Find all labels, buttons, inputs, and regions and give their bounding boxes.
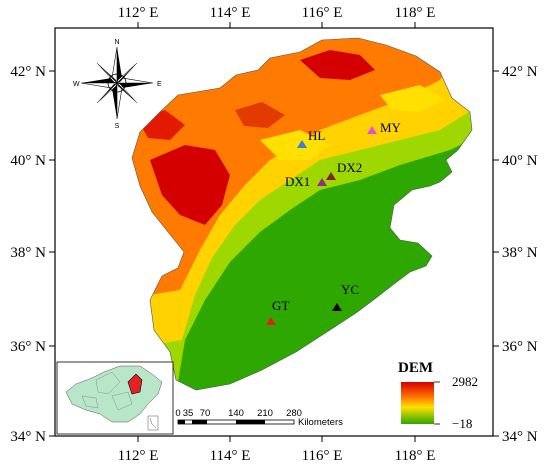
site-label-gt: GT [272, 298, 289, 313]
lat-label-34: 34° N [10, 429, 46, 445]
lat-label-42: 42° N [10, 64, 46, 80]
lon-labels-bottom: 112° E 114° E 116° E 118° E [118, 448, 436, 464]
lon-label-116: 116° E [302, 5, 343, 21]
site-marker-my [367, 126, 377, 134]
lat-label-42-right: 42° N [502, 64, 538, 80]
scale-tick-0: 0 [175, 408, 180, 419]
lat-label-38-right: 38° N [502, 245, 538, 261]
site-marker-dx2 [326, 172, 336, 180]
site-label-yc: YC [341, 282, 359, 297]
compass-s: S [115, 123, 120, 130]
legend-colorbar [401, 382, 434, 424]
lon-label-112-bottom: 112° E [118, 448, 159, 464]
lat-labels-right: 42° N 40° N 38° N 36° N 34° N [502, 64, 538, 445]
inset-study-area [127, 373, 143, 395]
lon-labels-top: 112° E 114° E 116° E 118° E [118, 5, 436, 21]
compass-e: E [157, 81, 162, 88]
site-label-dx1: DX1 [285, 174, 310, 189]
dem-legend: DEM 2982 −18 [398, 360, 478, 431]
region-outline [131, 37, 473, 391]
scale-unit: Kilometers [298, 417, 343, 428]
north-arrow-icon: N S E W [73, 39, 162, 130]
site-markers: HL MY DX1 DX2 GT YC [266, 120, 402, 325]
legend-max-value: 2982 [452, 374, 478, 389]
lat-labels-left: 42° N 40° N 38° N 36° N 34° N [10, 64, 46, 445]
scale-tick-35: 35 [183, 408, 194, 419]
site-marker-dx1 [317, 178, 327, 186]
graticule-ticks [49, 22, 499, 442]
scale-tick-70: 70 [200, 408, 211, 419]
legend-min-value: −18 [452, 416, 472, 431]
lon-label-118: 118° E [395, 5, 436, 21]
site-label-hl: HL [308, 128, 325, 143]
site-label-my: MY [380, 120, 402, 135]
lat-label-36-right: 36° N [502, 339, 538, 355]
lon-label-114-bottom: 114° E [210, 448, 251, 464]
lat-label-40-right: 40° N [502, 153, 538, 169]
scale-tick-210: 210 [257, 408, 273, 419]
lat-label-34-right: 34° N [502, 429, 538, 445]
site-marker-hl [297, 140, 307, 148]
lat-label-40: 40° N [10, 153, 46, 169]
lon-label-116-bottom: 116° E [302, 448, 343, 464]
lat-label-38: 38° N [10, 245, 46, 261]
scale-tick-140: 140 [228, 408, 244, 419]
compass-n: N [114, 39, 119, 46]
site-label-dx2: DX2 [337, 160, 362, 175]
lat-label-36: 36° N [10, 339, 46, 355]
lon-label-118-bottom: 118° E [395, 448, 436, 464]
scale-bar: 0 35 70 140 210 280 Kilometers [175, 408, 343, 428]
site-marker-yc [332, 303, 342, 311]
compass-w: W [73, 81, 80, 88]
lon-label-112: 112° E [118, 5, 159, 21]
site-marker-gt [266, 317, 276, 325]
scale-tick-280: 280 [286, 408, 302, 419]
lon-label-114: 114° E [210, 5, 251, 21]
inset-map [56, 361, 174, 435]
legend-title: DEM [398, 360, 433, 376]
